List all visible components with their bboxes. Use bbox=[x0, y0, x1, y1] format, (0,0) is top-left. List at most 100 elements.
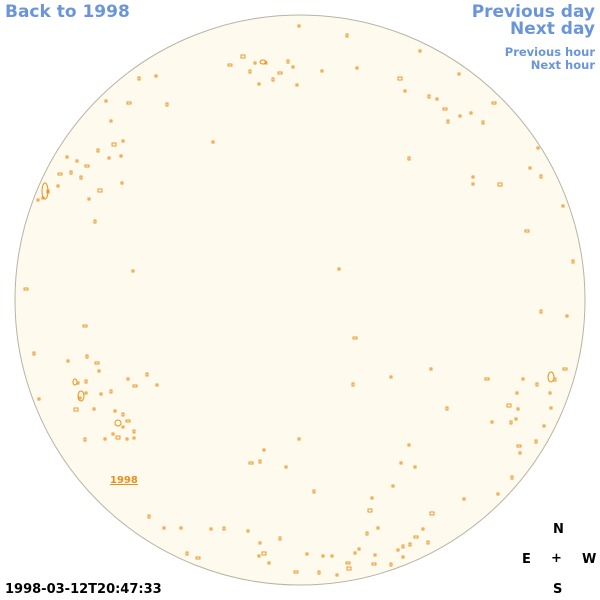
contour-mark bbox=[320, 69, 324, 73]
contour-mark bbox=[345, 561, 351, 565]
contour-mark bbox=[267, 561, 271, 565]
contour-mark bbox=[427, 94, 431, 99]
contour-mark bbox=[84, 379, 88, 384]
contour-mark bbox=[367, 508, 373, 513]
contour-mark bbox=[305, 552, 309, 556]
contour-mark bbox=[262, 448, 266, 452]
contour-mark bbox=[399, 461, 403, 465]
contour-mark bbox=[510, 475, 514, 480]
contour-mark bbox=[506, 403, 512, 408]
contour-mark bbox=[96, 148, 100, 153]
contour-mark bbox=[457, 72, 461, 76]
contour-mark bbox=[408, 542, 412, 547]
contour-mark bbox=[121, 412, 125, 417]
contour-mark bbox=[154, 74, 158, 78]
contour-mark bbox=[521, 377, 525, 381]
contour-mark bbox=[147, 514, 151, 519]
contour-mark bbox=[120, 181, 124, 185]
contour-mark bbox=[97, 188, 103, 193]
contour-mark bbox=[94, 361, 100, 365]
compass-west: W bbox=[582, 552, 597, 567]
compass-south: S bbox=[553, 582, 563, 597]
magnetogram-contours bbox=[23, 24, 575, 577]
contour-mark bbox=[297, 24, 301, 28]
contour-oval bbox=[259, 59, 267, 65]
previous-hour-link[interactable]: Previous hour bbox=[504, 45, 595, 59]
contour-mark bbox=[257, 82, 261, 86]
contour-mark bbox=[335, 573, 339, 577]
back-to-year-link[interactable]: Back to 1998 bbox=[5, 2, 130, 22]
contour-mark bbox=[481, 120, 485, 125]
contour-mark bbox=[75, 159, 79, 163]
contour-mark bbox=[93, 219, 97, 224]
contour-mark bbox=[125, 419, 131, 423]
contour-mark bbox=[337, 267, 341, 271]
contour-mark bbox=[209, 527, 213, 531]
contour-mark bbox=[351, 382, 355, 387]
contour-mark bbox=[104, 99, 108, 103]
contour-mark bbox=[429, 367, 433, 371]
contour-mark bbox=[435, 97, 439, 101]
contour-mark bbox=[297, 437, 301, 441]
contour-mark bbox=[514, 417, 518, 421]
contour-mark bbox=[162, 526, 166, 530]
contour-mark bbox=[565, 314, 569, 318]
contour-mark bbox=[516, 444, 522, 448]
contour-mark bbox=[496, 492, 500, 496]
contour-mark bbox=[469, 111, 473, 115]
contour-mark bbox=[516, 407, 520, 411]
contour-oval bbox=[547, 371, 555, 383]
contour-mark bbox=[345, 33, 349, 38]
contour-mark bbox=[373, 553, 377, 557]
contour-mark bbox=[549, 406, 553, 410]
contour-mark bbox=[445, 406, 449, 411]
contour-mark bbox=[376, 526, 380, 530]
contour-mark bbox=[458, 114, 462, 118]
contour-mark bbox=[515, 391, 519, 395]
contour-mark bbox=[317, 570, 321, 575]
contour-mark bbox=[528, 166, 532, 170]
contour-mark bbox=[389, 375, 393, 379]
contour-mark bbox=[83, 437, 87, 442]
contour-mark bbox=[312, 489, 316, 494]
contour-oval bbox=[77, 390, 85, 402]
contour-mark bbox=[99, 392, 103, 396]
contour-oval bbox=[114, 419, 122, 427]
contour-mark bbox=[126, 377, 130, 381]
contour-mark bbox=[355, 66, 359, 70]
contour-mark bbox=[321, 554, 325, 558]
solar-disk bbox=[14, 14, 586, 586]
previous-day-link[interactable]: Previous day bbox=[471, 2, 595, 22]
contour-mark bbox=[103, 437, 107, 441]
contour-mark bbox=[36, 198, 40, 202]
contour-mark bbox=[426, 540, 430, 545]
contour-mark bbox=[121, 139, 125, 143]
contour-mark bbox=[484, 377, 490, 381]
contour-mark bbox=[418, 49, 422, 53]
contour-oval bbox=[72, 378, 78, 386]
year-label-link[interactable]: 1998 bbox=[110, 475, 138, 486]
contour-mark bbox=[115, 435, 121, 440]
contour-mark bbox=[126, 101, 132, 105]
contour-mark bbox=[92, 407, 96, 411]
contour-mark bbox=[145, 372, 149, 377]
contour-mark bbox=[370, 496, 374, 500]
contour-mark bbox=[132, 384, 138, 388]
contour-mark bbox=[79, 175, 83, 180]
contour-mark bbox=[87, 197, 91, 201]
contour-mark bbox=[179, 526, 183, 530]
contour-mark bbox=[491, 101, 497, 105]
contour-mark bbox=[346, 566, 352, 571]
contour-mark bbox=[389, 562, 393, 567]
contour-mark bbox=[37, 397, 41, 401]
next-day-link[interactable]: Next day bbox=[510, 19, 595, 39]
contour-mark bbox=[562, 367, 568, 371]
contour-mark bbox=[211, 140, 215, 144]
contour-mark bbox=[271, 77, 275, 82]
next-hour-link[interactable]: Next hour bbox=[530, 58, 595, 72]
contour-mark bbox=[132, 436, 136, 440]
contour-mark bbox=[78, 396, 82, 400]
contour-mark bbox=[471, 175, 475, 179]
contour-mark bbox=[132, 429, 136, 434]
contour-mark bbox=[125, 437, 129, 441]
